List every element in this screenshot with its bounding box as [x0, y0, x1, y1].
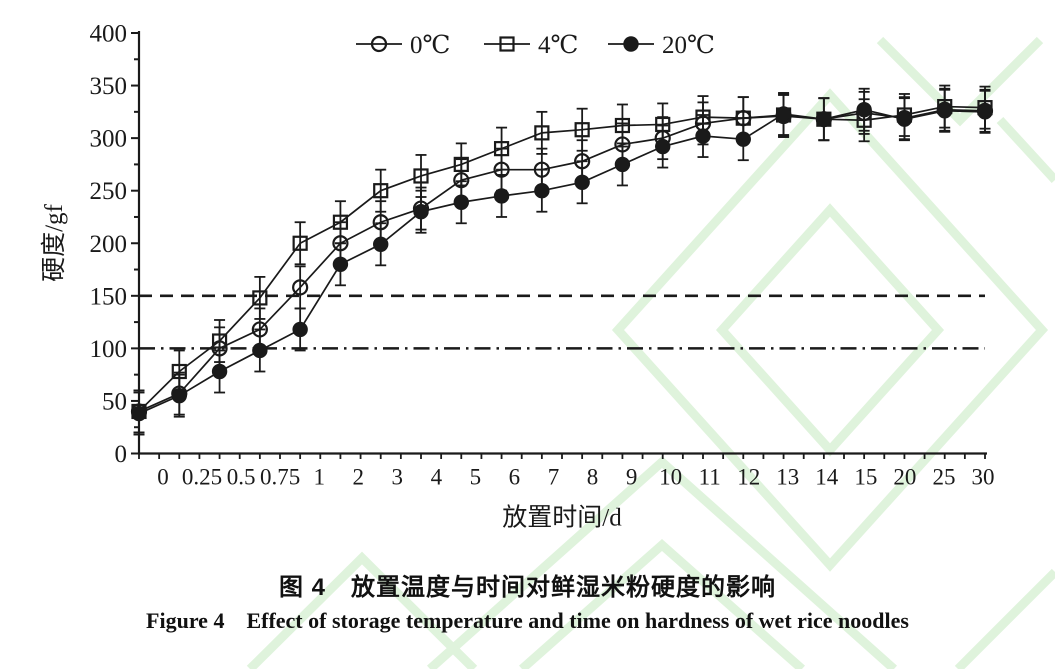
x-tick-label: 1 [313, 465, 325, 490]
series-line [138, 105, 986, 413]
x-tick-label: 0 [157, 465, 169, 490]
series-0℃ [130, 87, 994, 434]
reference-lines [139, 294, 985, 350]
x-tick-label: 2 [352, 465, 364, 490]
x-tick-label: 0.5 [227, 465, 256, 490]
legend-label: 4℃ [538, 32, 578, 59]
open-square-marker [614, 117, 631, 134]
filled-circle-marker [937, 103, 953, 119]
open-square-marker [493, 141, 510, 157]
series-20℃ [131, 87, 993, 436]
filled-circle-marker [534, 182, 550, 199]
y-tick-label: 150 [90, 283, 128, 310]
series-line [138, 108, 986, 415]
filled-circle-marker [623, 36, 639, 52]
open-square-marker [534, 125, 550, 141]
x-axis-title: 放置时间/d [502, 504, 622, 532]
x-tick-label: 8 [587, 465, 599, 490]
x-tick-label: 12 [737, 465, 760, 490]
filled-circle-marker [735, 131, 751, 147]
legend-label: 0℃ [410, 32, 450, 59]
filled-circle-marker [332, 256, 349, 272]
open-square-marker [211, 333, 228, 349]
legend: 0℃ 4℃ 20℃ [356, 32, 715, 59]
open-square-marker [574, 122, 590, 138]
filled-circle-marker [655, 138, 671, 155]
figure-caption-chinese: 图 4 放置温度与时间对鲜湿米粉硬度的影响 [278, 574, 776, 601]
x-tick-label: 5 [470, 465, 482, 490]
open-square-marker [499, 36, 515, 52]
x-tick-label: 30 [972, 465, 995, 490]
x-tick-label: 14 [815, 465, 839, 490]
legend-item-0℃: 0℃ [356, 32, 450, 59]
y-tick-label: 200 [90, 231, 128, 258]
filled-circle-marker [292, 321, 308, 338]
filled-circle-marker [373, 236, 389, 253]
open-square-marker [252, 290, 268, 306]
x-tick-label: 0.75 [260, 465, 300, 490]
y-axis-title: 硬度/gf [40, 203, 68, 281]
filled-circle-marker [614, 156, 631, 173]
y-tick-label: 250 [90, 178, 128, 205]
filled-circle-marker [252, 342, 268, 359]
x-tick-label: 13 [776, 465, 799, 490]
filled-circle-marker [413, 204, 429, 220]
series-4℃ [131, 84, 993, 434]
x-tick-label: 0.25 [182, 465, 222, 490]
y-tick-label: 400 [90, 21, 128, 48]
legend-label: 20℃ [662, 32, 715, 59]
x-tick-label: 7 [548, 465, 560, 490]
legend-item-4℃: 4℃ [484, 32, 578, 59]
filled-circle-marker [171, 387, 187, 404]
x-tick-label: 11 [699, 465, 721, 490]
x-tick-label: 10 [659, 465, 682, 490]
open-square-marker [373, 183, 389, 199]
x-tick-label: 20 [893, 465, 916, 490]
filled-circle-marker [211, 363, 228, 380]
y-tick-label: 50 [102, 388, 127, 415]
filled-circle-marker [493, 188, 510, 204]
legend-item-20℃: 20℃ [608, 32, 715, 59]
y-tick-label: 350 [90, 73, 128, 100]
filled-circle-marker [131, 405, 147, 422]
error-bars [133, 84, 991, 434]
filled-circle-marker [695, 128, 711, 144]
figure-caption-english: Figure 4 Effect of storage temperature a… [146, 608, 909, 633]
y-tick-label: 0 [115, 441, 128, 468]
x-tick-label: 6 [509, 465, 521, 490]
filled-circle-marker [896, 111, 913, 127]
open-square-marker [332, 214, 349, 230]
y-tick-label: 300 [90, 126, 128, 153]
axes [137, 31, 987, 455]
filled-circle-marker [977, 104, 993, 120]
x-tick-label: 25 [932, 465, 955, 490]
y-tick-label: 100 [90, 336, 128, 363]
error-bars [133, 87, 991, 434]
x-axis-ticks: 0 0.25 0.5 0.75 1 2 3 4 5 6 7 8 9 10 11 12 13 14 15 20 25 30 [138, 453, 995, 490]
open-circle-marker [370, 35, 388, 53]
series-markers [131, 102, 993, 422]
x-tick-label: 15 [854, 465, 877, 490]
filled-circle-marker [856, 102, 872, 118]
x-tick-label: 9 [626, 465, 638, 490]
y-axis-ticks: 0 50 100 150 200 250 300 350 400 [90, 21, 139, 468]
series-markers [131, 98, 993, 420]
open-square-marker [453, 156, 469, 173]
series-line [138, 108, 986, 413]
filled-circle-marker [453, 194, 469, 210]
open-square-marker [292, 235, 308, 251]
filled-circle-marker [816, 111, 832, 127]
open-square-marker [413, 168, 429, 184]
open-circle-marker [292, 279, 309, 296]
x-tick-label: 4 [431, 465, 443, 490]
x-tick-label: 3 [392, 465, 404, 490]
filled-circle-marker [574, 174, 590, 190]
filled-circle-marker [775, 106, 792, 122]
